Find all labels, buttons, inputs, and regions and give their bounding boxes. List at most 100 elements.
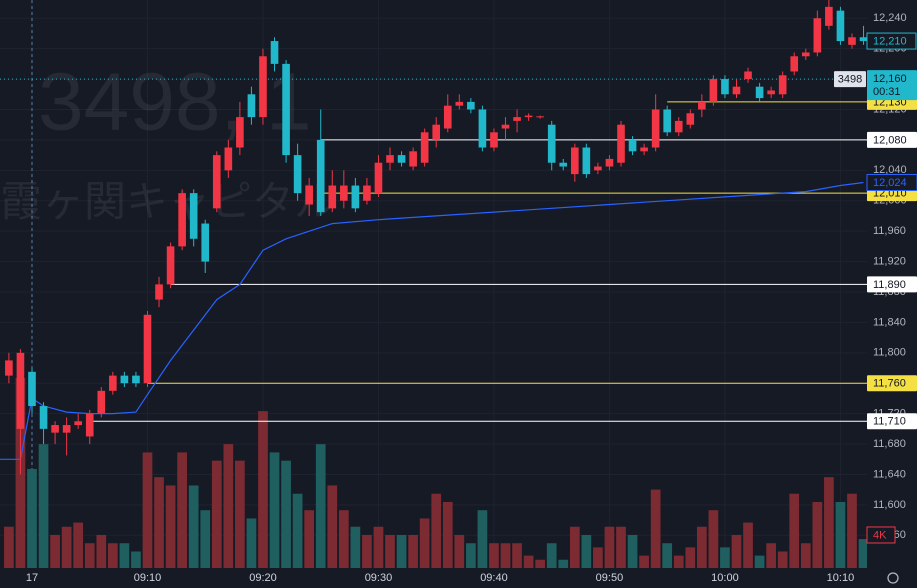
candle-body <box>340 185 348 201</box>
volume-bar <box>373 526 384 568</box>
vwap-line <box>0 181 864 460</box>
volume-bar <box>27 468 37 568</box>
candle-body <box>778 75 787 95</box>
volume-bar <box>408 534 418 568</box>
volume-pane <box>4 378 869 568</box>
y-tick-label: 11,800 <box>873 347 906 359</box>
volume-bar <box>327 485 338 568</box>
volume-bar <box>154 477 164 568</box>
candle-body <box>62 425 71 433</box>
current-price-label: 12,160 <box>873 73 907 85</box>
volume-bar <box>50 534 60 568</box>
volume-bar <box>258 411 268 568</box>
symbol-badge <box>834 71 866 88</box>
y-tick-label: 11,920 <box>873 255 906 267</box>
candle-body <box>570 147 579 175</box>
volume-bar <box>535 559 546 568</box>
candle-body <box>212 155 221 209</box>
volume-bar <box>350 526 361 568</box>
candle-body <box>97 390 106 414</box>
candle-body <box>455 101 464 106</box>
candle-body <box>247 94 256 118</box>
x-tick-label: 17 <box>26 572 38 584</box>
volume-bar <box>396 534 407 568</box>
candle-body <box>282 63 290 156</box>
candle-body <box>420 132 429 163</box>
candle-body <box>120 375 129 384</box>
volume-bar <box>73 522 84 568</box>
candle-body <box>351 185 360 209</box>
candle-body <box>363 185 371 201</box>
volume-bar <box>720 547 730 568</box>
candle-body <box>721 79 729 95</box>
x-tick-label: 09:10 <box>134 572 162 584</box>
volume-tick-label: 4K <box>873 529 887 541</box>
candle-body <box>189 193 198 239</box>
candle-body <box>790 56 799 72</box>
volume-bar <box>569 526 580 568</box>
candle-body <box>109 375 117 391</box>
candle-body <box>16 352 25 429</box>
level-label: 12,080 <box>873 134 907 146</box>
candle-body <box>674 120 683 133</box>
volume-bar <box>604 526 615 568</box>
volume-bar <box>835 501 846 568</box>
volume-bar <box>523 555 534 568</box>
level-badge <box>867 276 917 293</box>
candle-body <box>836 10 845 42</box>
volume-bar <box>685 547 696 568</box>
candle-body <box>478 109 487 148</box>
volume-bar <box>292 493 303 568</box>
candle-body <box>617 124 625 163</box>
volume-bar <box>142 452 153 568</box>
volume-bar <box>338 510 349 568</box>
volume-bar <box>766 543 776 568</box>
countdown-label: 00:31 <box>873 86 901 98</box>
volume-bar <box>639 555 649 568</box>
volume-bar <box>616 526 626 568</box>
vwap-badge <box>866 173 917 191</box>
candle-body <box>5 360 13 376</box>
volume-bar <box>188 485 199 568</box>
volume-bar <box>800 543 811 568</box>
volume-bar <box>442 501 453 568</box>
volume-bar <box>824 477 834 568</box>
volume-bar <box>581 534 592 568</box>
candle-body <box>74 421 82 426</box>
volume-bar <box>107 543 118 568</box>
volume-bar <box>708 510 719 568</box>
candle-body <box>28 371 36 407</box>
volume-bar <box>223 444 234 568</box>
settings-icon[interactable] <box>887 572 899 584</box>
volume-bar <box>200 510 211 568</box>
candle-body <box>605 158 614 167</box>
candle-body <box>374 162 383 194</box>
volume-bar <box>419 518 430 568</box>
volume-bar <box>269 452 280 568</box>
level-badge <box>867 131 917 148</box>
candle-body <box>201 223 210 262</box>
volume-bar <box>847 493 857 568</box>
candle-body <box>155 284 163 300</box>
candle-body <box>640 147 648 152</box>
candle-body <box>236 117 244 148</box>
volume-bar <box>454 534 465 568</box>
level-badge <box>867 375 917 392</box>
candle-body <box>859 37 868 42</box>
x-tick-label: 09:50 <box>596 572 624 584</box>
volume-bar <box>627 534 638 568</box>
volume-bar <box>119 543 130 568</box>
candle-body <box>328 185 337 209</box>
candle-body <box>305 185 313 205</box>
candle-body <box>490 132 498 148</box>
volume-bar <box>696 526 707 568</box>
candle-body <box>397 155 406 163</box>
candle-body <box>443 105 452 129</box>
volume-bar <box>731 534 742 568</box>
candle-body <box>848 37 856 45</box>
price-badges: 12,13012,08012,01011,89011,76011,71012,0… <box>834 32 917 544</box>
y-tick-label: 11,840 <box>873 316 906 328</box>
volume-bar <box>362 534 372 568</box>
